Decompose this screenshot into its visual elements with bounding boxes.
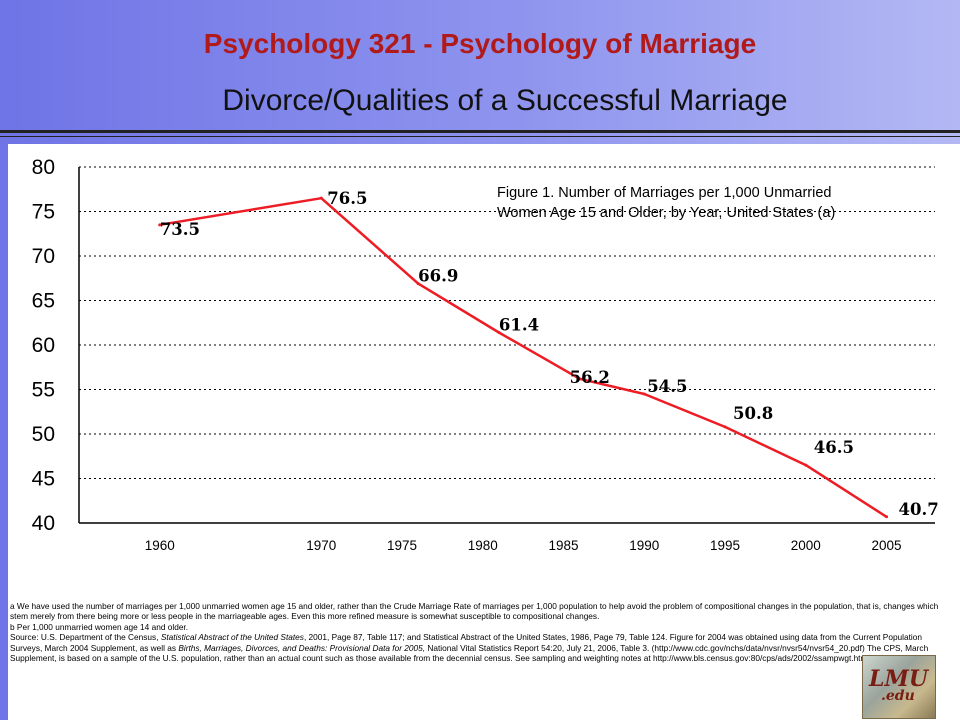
data-point — [885, 515, 889, 519]
data-point — [158, 223, 162, 227]
x-tick-label: 1970 — [306, 538, 336, 553]
x-tick-label: 1980 — [468, 538, 498, 553]
data-label: 66.9 — [418, 267, 458, 286]
footnote-source: Source: U.S. Department of the Census, S… — [10, 632, 950, 663]
x-tick-label: 1985 — [549, 538, 579, 553]
source-title-2: Births, Marriages, Divorces, and Deaths:… — [178, 642, 426, 653]
data-point — [578, 377, 582, 381]
title-divider-thick — [0, 130, 960, 133]
source-title-1: Statistical Abstract of the United State… — [160, 632, 304, 643]
data-point — [319, 196, 323, 200]
footnote-b: b Per 1,000 unmarried women age 14 and o… — [10, 621, 189, 632]
logo-text: LMU — [869, 666, 929, 692]
series-line — [159, 196, 888, 518]
title-divider-thin — [0, 136, 960, 137]
data-point — [804, 463, 808, 467]
y-tick-label: 50 — [32, 423, 55, 446]
data-label: 76.5 — [327, 189, 367, 208]
figure-caption: Figure 1. Number of Marriages per 1,000 … — [497, 185, 836, 221]
x-tick-label: 1960 — [145, 538, 175, 553]
x-tick-label: 1995 — [710, 538, 740, 553]
y-tick-label: 65 — [32, 290, 55, 313]
x-tick-label: 1975 — [387, 538, 417, 553]
data-point — [642, 392, 646, 396]
x-tick-label: 2000 — [791, 538, 821, 553]
data-point — [497, 331, 501, 335]
x-tick-label: 2005 — [872, 538, 902, 553]
data-label: 73.5 — [160, 220, 200, 239]
x-tick-label: 1990 — [629, 538, 659, 553]
lmu-logo: LMU .edu — [862, 655, 936, 719]
footnotes: a We have used the number of marriages p… — [10, 601, 950, 663]
data-label: 40.7 — [899, 500, 939, 519]
data-label: 46.5 — [814, 438, 854, 457]
chart-panel — [8, 144, 960, 720]
data-label: 56.2 — [570, 368, 610, 387]
source-text-3: National Vital Statistics Report 54:20, … — [10, 642, 929, 664]
y-tick-label: 80 — [32, 156, 55, 179]
source-text-1: Source: U.S. Department of the Census, — [10, 632, 161, 643]
slide-title: Divorce/Qualities of a Successful Marria… — [222, 84, 788, 117]
y-tick-label: 70 — [32, 245, 55, 268]
y-tick-label: 55 — [32, 379, 55, 402]
data-label: 50.8 — [733, 404, 773, 423]
data-label: 61.4 — [499, 316, 539, 335]
source-text-2: , 2001, Page 87, Table 117; and Statisti… — [10, 632, 923, 653]
data-label: 54.5 — [647, 377, 687, 396]
y-tick-label: 40 — [32, 512, 55, 535]
y-tick-label: 45 — [32, 468, 55, 491]
footnote-a: a We have used the number of marriages p… — [10, 601, 939, 622]
data-point — [416, 282, 420, 286]
y-tick-label: 75 — [32, 201, 55, 224]
y-tick-label: 60 — [32, 334, 55, 357]
logo-edu-text: .edu — [881, 688, 915, 704]
course-title: Psychology 321 - Psychology of Marriage — [203, 28, 757, 59]
data-point — [723, 425, 727, 429]
